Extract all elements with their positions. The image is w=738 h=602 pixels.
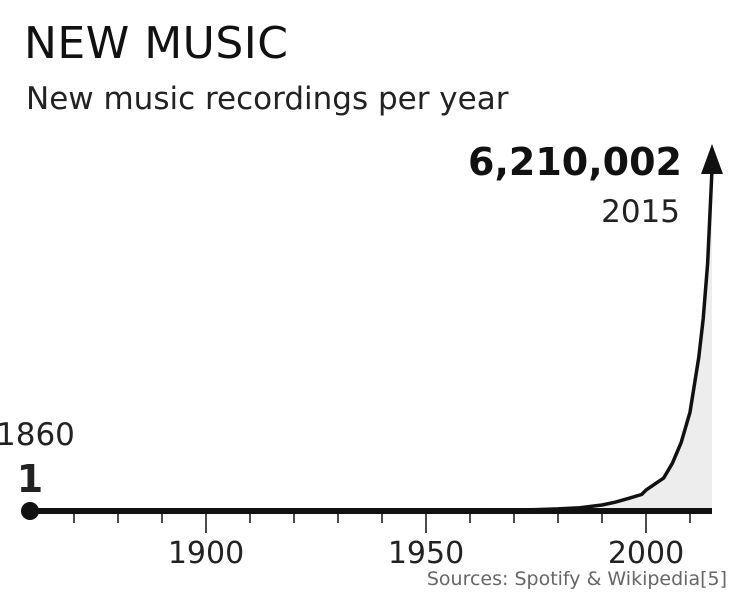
series-line: [28, 168, 714, 513]
end-arrow-icon: [701, 144, 723, 174]
end-value-label: 6,210,002: [468, 140, 682, 184]
x-tick-label: 2000: [608, 536, 684, 571]
start-year-label: 1860: [0, 417, 75, 453]
start-point-dot: [21, 502, 39, 520]
major-ticks: 1900 1950 2000: [168, 511, 684, 571]
start-value-label: 1: [17, 457, 43, 501]
x-tick-label: 1950: [388, 536, 464, 571]
source-note: Sources: Spotify & Wikipedia[5]: [427, 568, 727, 590]
minor-ticks: [73, 511, 691, 523]
chart-title: NEW MUSIC: [24, 18, 289, 69]
x-tick-label: 1900: [168, 536, 244, 571]
chart-subtitle: New music recordings per year: [26, 81, 509, 117]
area-fill: [602, 170, 712, 511]
end-year-label: 2015: [601, 194, 680, 230]
